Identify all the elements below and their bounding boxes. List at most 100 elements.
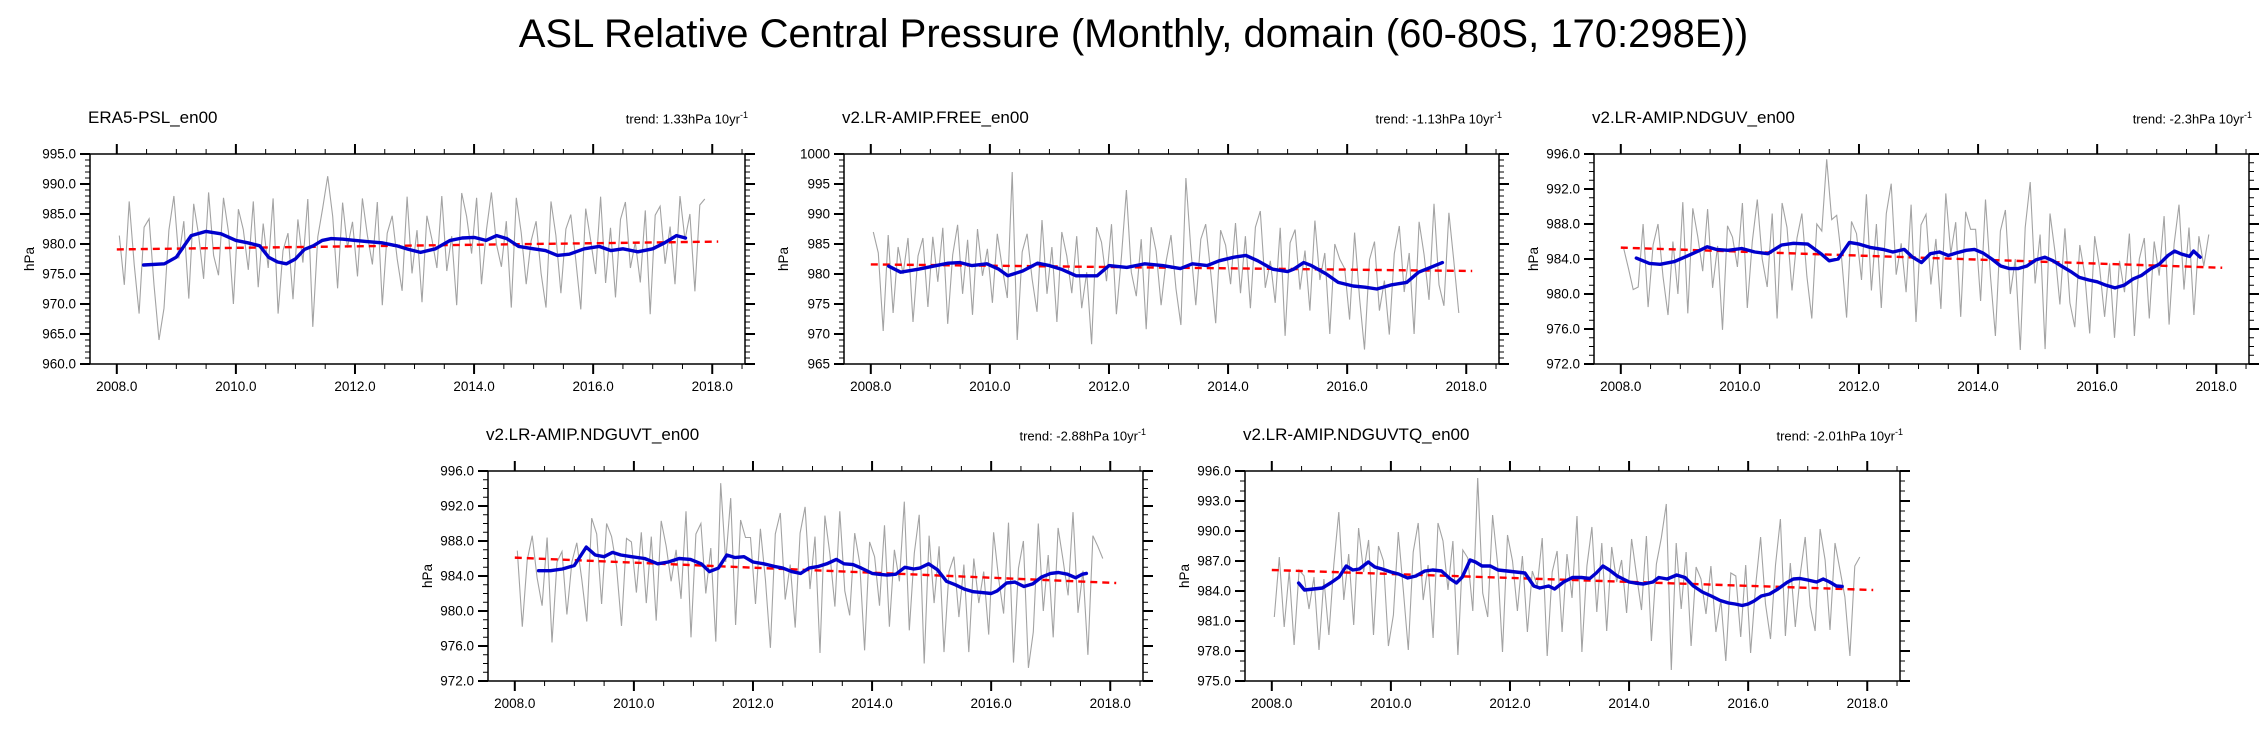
trend-text: trend: -2.01hPa 10yr xyxy=(1776,428,1895,443)
y-axis-label: hPa xyxy=(1177,564,1192,589)
y-axis-label: hPa xyxy=(420,564,435,589)
y-tick-label: 965 xyxy=(807,357,830,372)
y-tick-label: 976.0 xyxy=(1546,322,1580,337)
plot-frame xyxy=(843,153,1500,365)
trend-annotation: trend: -2.01hPa 10yr-1 xyxy=(1776,427,1903,443)
panel-amip-free: v2.LR-AMIP.FREE_en00 trend: -1.13hPa 10y… xyxy=(772,108,1509,408)
y-tick-label: 975.0 xyxy=(1197,674,1231,689)
trend-text: trend: -1.13hPa 10yr xyxy=(1375,111,1494,126)
trend-exponent: -1 xyxy=(1493,109,1502,120)
y-axis-label: hPa xyxy=(776,247,791,272)
y-tick-label: 980 xyxy=(807,267,830,282)
x-tick-label: 2012.0 xyxy=(1838,379,1879,394)
trend-annotation: trend: -2.88hPa 10yr-1 xyxy=(1019,427,1146,443)
y-tick-label: 975.0 xyxy=(42,267,76,282)
trend-exponent: -1 xyxy=(739,109,748,120)
trend-text: trend: -2.88hPa 10yr xyxy=(1019,428,1138,443)
y-tick-label: 984.0 xyxy=(1546,252,1580,267)
y-tick-label: 996.0 xyxy=(440,464,474,479)
x-tick-label: 2016.0 xyxy=(2077,379,2118,394)
y-tick-label: 992.0 xyxy=(1546,182,1580,197)
x-tick-label: 2008.0 xyxy=(96,379,137,394)
smoothed-line xyxy=(141,229,688,267)
smoothed-line xyxy=(1296,558,1844,608)
y-tick-label: 996.0 xyxy=(1197,464,1231,479)
panel-header: v2.LR-AMIP.FREE_en00 trend: -1.13hPa 10y… xyxy=(842,108,1502,128)
x-tick-label: 2008.0 xyxy=(850,379,891,394)
trend-dashed-line xyxy=(1271,568,1874,592)
y-tick-label: 970 xyxy=(807,327,830,342)
plot-frame xyxy=(487,470,1144,682)
panel-svg-1: 965 970 975 980 985 990 995 1000 2008.0 2010.0 201… xyxy=(776,144,1509,394)
x-tick-label: 2016.0 xyxy=(971,696,1012,711)
y-tick-label: 965.0 xyxy=(42,327,76,342)
x-tick-label: 2010.0 xyxy=(1370,696,1411,711)
x-tick-label: 2018.0 xyxy=(2196,379,2237,394)
x-tick-label: 2014.0 xyxy=(1207,379,1248,394)
panel-amip-ndguvtq: v2.LR-AMIP.NDGUVTQ_en00 trend: -2.01hPa … xyxy=(1173,425,1910,725)
x-tick-label: 2012.0 xyxy=(1489,696,1530,711)
x-tick-label: 2016.0 xyxy=(1728,696,1769,711)
x-tick-label: 2014.0 xyxy=(1957,379,1998,394)
x-tick-label: 2016.0 xyxy=(573,379,614,394)
x-tick-label: 2012.0 xyxy=(1088,379,1129,394)
y-tick-label: 990.0 xyxy=(42,177,76,192)
y-tick-label: 975 xyxy=(807,297,830,312)
y-tick-label: 980.0 xyxy=(42,237,76,252)
y-tick-label: 970.0 xyxy=(42,297,76,312)
monthly-line xyxy=(516,483,1104,668)
y-tick-label: 990 xyxy=(807,207,830,222)
y-tick-label: 984.0 xyxy=(1197,584,1231,599)
y-tick-label: 987.0 xyxy=(1197,554,1231,569)
trend-annotation: trend: -1.13hPa 10yr-1 xyxy=(1375,110,1502,126)
panel-header: ERA5-PSL_en00 trend: 1.33hPa 10yr-1 xyxy=(88,108,748,128)
x-tick-label: 2008.0 xyxy=(494,696,535,711)
y-tick-label: 996.0 xyxy=(1546,147,1580,162)
monthly-line xyxy=(1273,477,1861,671)
panel-title: v2.LR-AMIP.NDGUV_en00 xyxy=(1592,108,1795,127)
y-tick-label: 993.0 xyxy=(1197,494,1231,509)
x-tick-label: 2010.0 xyxy=(613,696,654,711)
y-tick-label: 985 xyxy=(807,237,830,252)
trend-annotation: trend: -2.3hPa 10yr-1 xyxy=(2133,110,2252,126)
trend-text: trend: -2.3hPa 10yr xyxy=(2132,111,2244,126)
x-tick-label: 2014.0 xyxy=(851,696,892,711)
y-axis-label: hPa xyxy=(1526,247,1541,272)
x-tick-label: 2010.0 xyxy=(1719,379,1760,394)
y-tick-label: 984.0 xyxy=(440,569,474,584)
smoothed-line xyxy=(1634,240,2202,290)
panel-svg-2: 972.0 976.0 980.0 984.0 988.0 992.0 996.0 2008.… xyxy=(1526,144,2259,394)
panel-svg-3: 972.0 976.0 980.0 984.0 988.0 992.0 996.0 2008.… xyxy=(420,461,1153,711)
smoothed-line xyxy=(536,545,1089,596)
y-tick-label: 988.0 xyxy=(1546,217,1580,232)
y-tick-label: 992.0 xyxy=(440,499,474,514)
x-tick-label: 2010.0 xyxy=(969,379,1010,394)
y-tick-label: 960.0 xyxy=(42,357,76,372)
smoothed-line xyxy=(886,253,1445,291)
panel-title: v2.LR-AMIP.NDGUVTQ_en00 xyxy=(1243,425,1470,444)
trend-annotation: trend: 1.33hPa 10yr-1 xyxy=(626,110,748,126)
x-tick-label: 2008.0 xyxy=(1251,696,1292,711)
trend-dashed-line xyxy=(514,556,1117,585)
x-tick-label: 2014.0 xyxy=(453,379,494,394)
y-axis-label: hPa xyxy=(22,247,37,272)
plot-frame xyxy=(1244,470,1901,682)
panel-title: v2.LR-AMIP.NDGUVT_en00 xyxy=(486,425,700,444)
monthly-line xyxy=(872,171,1460,350)
x-tick-label: 2012.0 xyxy=(334,379,375,394)
panel-header: v2.LR-AMIP.NDGUVT_en00 trend: -2.88hPa 1… xyxy=(486,425,1146,445)
x-tick-label: 2018.0 xyxy=(1446,379,1487,394)
panel-svg-4: 975.0 978.0 981.0 984.0 987.0 990.0 993.0 996.0… xyxy=(1177,461,1910,711)
trend-exponent: -1 xyxy=(1137,426,1146,437)
y-tick-label: 981.0 xyxy=(1197,614,1231,629)
x-tick-label: 2016.0 xyxy=(1327,379,1368,394)
x-tick-label: 2018.0 xyxy=(692,379,733,394)
y-tick-label: 1000 xyxy=(800,147,830,162)
y-tick-label: 978.0 xyxy=(1197,644,1231,659)
plot-frame xyxy=(89,153,746,365)
trend-dashed-line xyxy=(116,240,719,251)
x-tick-label: 2012.0 xyxy=(732,696,773,711)
x-tick-label: 2018.0 xyxy=(1847,696,1888,711)
y-tick-label: 995.0 xyxy=(42,147,76,162)
